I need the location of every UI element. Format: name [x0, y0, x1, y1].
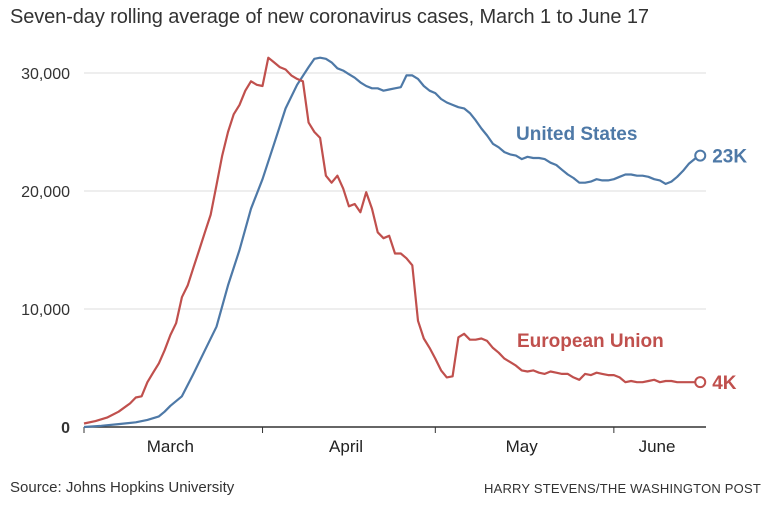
y-axis-ticks: 0 10,000 20,000 30,000: [21, 66, 70, 437]
end-point-marker: [694, 149, 707, 162]
gridlines: [84, 72, 706, 310]
end-point-marker: [694, 376, 707, 389]
end-value-label: 4K: [712, 373, 737, 394]
series-line-united-states: [83, 56, 701, 429]
x-tick-label: March: [147, 437, 194, 456]
chart-title: Seven-day rolling average of new coronav…: [10, 6, 649, 28]
x-tick-label: April: [329, 437, 363, 456]
series-name-label: European Union: [517, 331, 664, 352]
end-value-label: 23K: [712, 147, 747, 168]
y-tick-label: 10,000: [21, 302, 70, 319]
x-tick-label: June: [639, 437, 676, 456]
y-tick-label: 0: [61, 420, 70, 437]
credit-note: HARRY STEVENS/THE WASHINGTON POST: [484, 481, 761, 496]
y-tick-label: 30,000: [21, 66, 70, 83]
series-labels: 23K United States 4K European Union: [516, 124, 747, 394]
y-tick-label: 20,000: [21, 184, 70, 201]
series-lines: [83, 56, 707, 429]
x-tick-label: May: [506, 437, 539, 456]
series-line-european-union: [83, 56, 701, 425]
source-note: Source: Johns Hopkins University: [10, 479, 235, 496]
series-name-label: United States: [516, 124, 637, 145]
x-axis: March April May June: [83, 426, 706, 456]
